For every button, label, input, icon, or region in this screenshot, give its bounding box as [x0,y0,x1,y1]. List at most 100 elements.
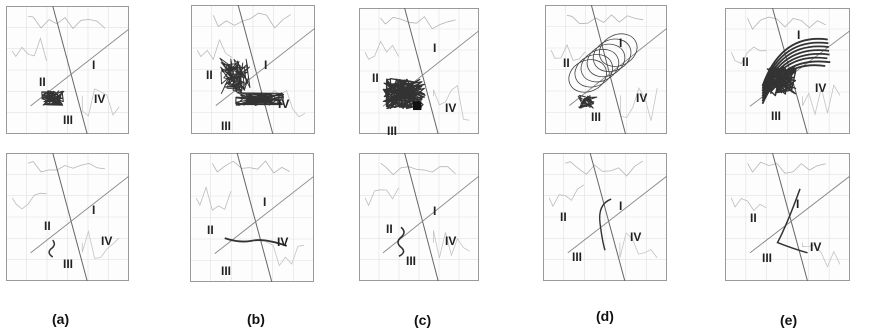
panel-b-top: I II III IV [191,5,315,134]
coastline [730,197,767,212]
caption-b: (b) [247,311,265,327]
trajectory-loop [598,33,638,67]
coastline [565,160,644,177]
trajectory-band [761,53,830,97]
quadrant-label-ii: II [206,68,213,82]
quadrant-label-ii: II [207,223,214,237]
trajectory-cluster [41,90,65,106]
quadrant-label-iv: IV [101,234,113,248]
caption-c: (c) [414,312,432,328]
quadrant-label-iii: III [63,113,74,127]
quadrant-label-ii: II [750,211,757,225]
coastline [28,15,106,30]
panel-a-bottom: I II III IV [6,153,129,281]
coastline [747,16,826,30]
quadrant-label-i: I [264,58,268,72]
coastline [747,161,826,174]
quadrant-label-i: I [796,197,800,211]
map-d-bottom [543,153,667,281]
divider-line [404,8,439,134]
quadrant-label-i: I [619,199,623,213]
divider-line [567,175,667,254]
coastline [548,184,585,208]
quadrant-label-ii: II [560,210,567,224]
map-c-bottom [359,153,479,281]
map-e-bottom [725,153,850,281]
quadrant-label-ii: II [742,55,749,69]
panel-c-bottom: I II III IV [359,153,479,281]
coastline [28,161,106,173]
quadrant-label-i: I [433,41,437,55]
divider-line [215,27,315,106]
trajectory-cluster [219,57,251,94]
trajectory-track [776,188,808,254]
coastline [433,84,470,121]
coastline [364,40,399,60]
coastline [380,162,456,176]
panel-e-top: I II III IV [725,8,850,134]
panel-c-top: I II III IV [359,8,479,137]
trajectory-cluster [382,78,426,110]
coastline [266,241,305,267]
coastline [619,232,658,259]
quadrant-label-i: I [797,28,801,42]
trajectory-track [224,237,288,247]
coastline [550,43,586,61]
quadrant-label-ii: II [44,219,51,233]
quadrant-label-iii: III [591,110,602,124]
trajectory-loop [586,43,626,78]
quadrant-label-iii: III [771,109,782,123]
quadrant-label-iii: III [762,251,773,265]
divider-line [52,6,88,134]
quadrant-label-iv: IV [630,230,642,244]
map-a-bottom [6,153,129,281]
quadrant-label-iii: III [572,250,583,264]
quadrant-label-i: I [92,58,96,72]
quadrant-label-iii: III [63,257,74,271]
quadrant-label-iii: III [406,254,417,268]
panel-d-bottom: I II III IV [543,153,667,281]
quadrant-label-i: I [263,195,267,209]
divider-line [30,175,129,254]
coastline [730,46,767,65]
trajectory-cluster [235,92,285,106]
coastline [11,192,47,210]
quadrant-label-iii: III [221,119,232,133]
quadrant-label-iv: IV [445,234,457,248]
trajectory-band [761,60,831,102]
quadrant-label-ii: II [386,222,393,236]
coastline [196,38,233,61]
divider-line [236,153,273,282]
coastline [620,87,658,121]
trajectory-loop [568,59,607,93]
coastline [211,160,290,174]
quadrant-label-iv: IV [815,81,827,95]
coastline [212,12,292,29]
divider-line [590,5,627,134]
divider-line [52,153,88,281]
trajectory-track [397,226,405,257]
quadrant-label-iv: IV [445,101,457,115]
panel-b-bottom: I II III IV [190,153,314,282]
quadrant-label-i: I [619,36,623,50]
trajectory-blob [413,101,422,111]
coastline [433,230,470,259]
quadrant-label-iii: III [221,264,232,278]
trajectory-loop [574,54,614,88]
map-b-bottom [190,153,314,282]
trajectory-cluster [765,66,797,97]
divider-line [589,153,626,281]
coastline [364,187,399,207]
coastline [81,88,120,117]
quadrant-label-iv: IV [94,92,106,106]
coastline [802,242,841,268]
trajectory-track [48,239,56,258]
quadrant-label-ii: II [563,56,570,70]
map-d-top [545,5,667,134]
map-b-top [191,5,315,134]
quadrant-label-i: I [92,203,96,217]
trajectory-loop [580,48,620,83]
divider-line [237,5,274,134]
coastline [802,84,841,116]
